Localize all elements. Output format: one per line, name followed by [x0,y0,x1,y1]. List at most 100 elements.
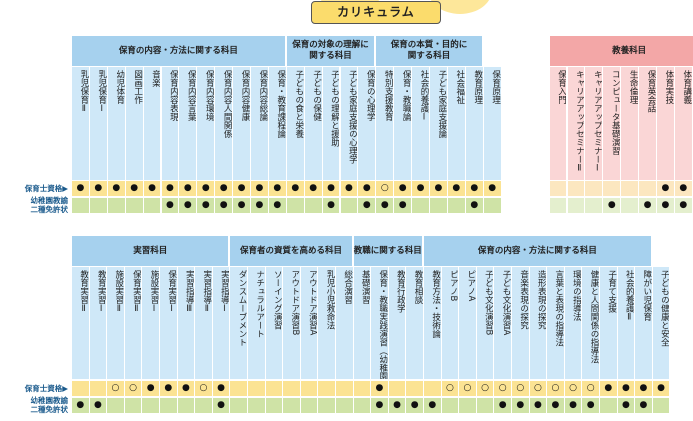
course-name: 子ども家庭支援の心理学 [347,70,358,164]
course-column: 保育実習Ⅰ [160,267,178,379]
youchi-cell [652,398,671,413]
group-header: 教職に関する科目 [353,236,424,266]
course-column: キャリアアップセミナーⅠ [585,67,604,180]
optional-circle-mark: ○ [111,383,120,393]
hoiku-cell: ● [340,181,359,196]
youchi-cell [412,198,430,213]
course-name: 特別支援教育 [383,70,394,121]
hoiku-cell: ○ [124,381,143,396]
required-dot-mark: ● [679,183,688,193]
hoiku-cell: ● [322,181,341,196]
course-name: 保育英会話 [645,70,656,113]
course-column: 総合演習 [336,267,354,379]
youchi-cell: ● [582,398,600,413]
course-column: 音楽表現の探究 [512,267,530,379]
required-dot-mark: ● [183,183,192,193]
hoiku-cell: ○ [512,381,530,396]
youchi-cell [340,198,359,213]
required-dot-mark: ● [621,400,630,410]
youchi-cell [107,198,126,213]
youchi-cell [600,398,618,413]
course-name: 保育実習Ⅰ [166,270,177,314]
hoiku-cell: ● [652,381,671,396]
youchi-cell [447,198,466,213]
youchi-cell [353,398,372,413]
course-name: 体育実技 [663,70,674,104]
course-column: 保育内容健康 [233,67,251,180]
row-label-hoikushi: 保育士資格▶ [24,184,68,193]
course-column: 保育の心理学 [358,67,377,180]
course-name: 音楽 [150,70,161,87]
required-dot-mark: ● [607,200,616,210]
youchi-cell [142,398,160,413]
hoiku-cell [639,181,657,196]
hoiku-cell: ○ [494,381,512,396]
optional-circle-mark: ○ [586,383,595,393]
course-column: 保育実習Ⅱ [124,267,143,379]
required-dot-mark: ● [452,183,461,193]
course-column: 言葉と表現の指導法 [547,267,565,379]
required-dot-mark: ● [657,383,666,393]
hoiku-cell: ● [89,181,108,196]
optional-circle-mark: ○ [481,383,490,393]
required-dot-mark: ● [219,183,228,193]
course-column: 保育内容環境 [197,67,216,180]
youchi-cell [585,198,604,213]
required-dot-mark: ● [217,400,226,410]
course-column: 子どもの食と栄養 [286,67,305,180]
required-dot-mark: ● [112,183,121,193]
required-dot-mark: ● [217,383,226,393]
youchi-cell: ● [215,198,234,213]
required-dot-mark: ● [345,183,353,193]
hoiku-cell: ● [286,181,305,196]
course-column: 教育行政学 [388,267,407,379]
course-column: 保育英会話 [639,67,657,180]
course-column: 乳児保育Ⅱ [72,67,90,180]
group-header: 保育の内容・方法に関する科目 [424,236,653,266]
course-name: 保育内容健康 [239,70,250,121]
youchi-cell: ● [465,198,484,213]
course-name: ソーイング演習 [272,270,283,330]
course-name: ピアノB [448,270,459,302]
youchi-cell [89,198,108,213]
course-name: 実習指導Ⅲ [184,270,195,314]
youchi-cell [160,398,178,413]
hoiku-cell: ● [125,181,144,196]
required-dot-mark: ● [398,183,407,193]
hoiku-cell [336,381,354,396]
course-name: 環境の指導法 [571,270,582,321]
course-name: 乳児保育Ⅱ [78,70,89,114]
required-dot-mark: ● [398,200,407,210]
hoiku-cell: ● [197,181,216,196]
course-name: 乳児小児救命法 [324,270,335,330]
course-name: 子育て支援 [606,270,617,313]
hoiku-cell [89,381,108,396]
required-dot-mark: ● [380,200,389,210]
hoiku-cell: ● [304,181,323,196]
curriculum-table-1: 保育の内容・方法に関する科目 保育の対象の理解に 関する科目 保育の本質・目的に 関… [0,36,693,216]
course-name: ダンスムーブメント [236,270,247,347]
course-column: 子どもの保健 [304,67,323,180]
required-dot-mark: ● [94,183,103,193]
course-column: 体育講義 [674,67,693,180]
course-column: 社会的養護Ⅰ [412,67,430,180]
required-dot-mark: ● [164,383,173,393]
youchi-cell: ● [674,198,693,213]
course-column: キャリアアップセミナーⅡ [567,67,586,180]
course-column: 子育て支援 [600,267,618,379]
hoiku-cell: ● [251,181,269,196]
course-column: ダンスムーブメント [230,267,248,379]
hoiku-cell: ● [657,181,675,196]
required-dot-mark: ● [551,400,560,410]
required-dot-mark: ● [148,183,156,193]
youchi-cell: ● [233,198,251,213]
course-name: 子ども家庭支援論 [436,70,447,138]
youchi-cell [177,398,196,413]
required-dot-mark: ● [309,183,318,193]
hoiku-cell [585,181,604,196]
youchi-cell [107,398,125,413]
required-dot-mark: ● [183,200,192,210]
required-dot-mark: ● [273,183,282,193]
course-column: 幼児体育 [107,67,126,180]
course-name: 子どもの保健 [311,70,322,121]
